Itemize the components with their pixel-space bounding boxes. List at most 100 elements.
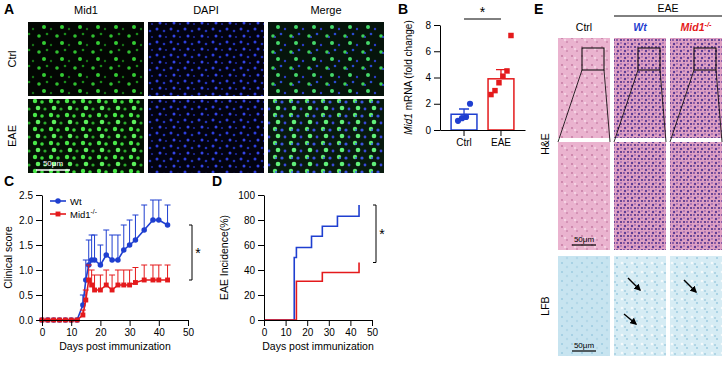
tick-label: 2 <box>425 98 431 109</box>
data-point <box>98 262 104 268</box>
data-point <box>121 247 127 253</box>
tick-mark <box>258 195 264 196</box>
tick-label: 10 <box>281 327 293 338</box>
tick-label: 40 <box>154 327 166 338</box>
tick: 0.5 <box>19 290 42 301</box>
error-bar <box>115 235 121 260</box>
tick-mark <box>258 320 264 321</box>
label-part: Mid1 <box>70 209 91 220</box>
legend: WtMid1-/- <box>50 196 97 220</box>
row-label: H&E <box>539 133 551 155</box>
arrow <box>628 278 640 290</box>
tick-mark <box>350 320 351 326</box>
axis: 02468 <box>425 20 440 136</box>
data-point <box>142 278 147 283</box>
tick: 6 <box>425 46 440 57</box>
tick: 1.5 <box>19 240 42 251</box>
panel-label: D <box>212 173 222 189</box>
tick: 40 <box>154 320 166 338</box>
axis-line <box>264 196 265 321</box>
superscript: -/- <box>91 208 97 215</box>
tick-label: EAE <box>491 137 511 148</box>
tick-mark <box>42 320 43 326</box>
significance: * <box>379 226 385 242</box>
micrograph <box>670 142 722 250</box>
tick-mark <box>100 320 101 326</box>
column-header: Mid1-/- <box>681 20 712 33</box>
micrograph <box>28 99 144 173</box>
tick-mark <box>500 130 501 136</box>
tick-mark <box>372 320 373 326</box>
tick-label: 30 <box>125 327 137 338</box>
tick: 2 <box>425 98 440 109</box>
tick-label: 40 <box>345 327 357 338</box>
tick-mark <box>258 220 264 221</box>
data-point <box>141 227 147 233</box>
micrograph <box>670 256 722 356</box>
error-bar <box>165 205 171 225</box>
group-label: EAE <box>657 2 678 14</box>
tick-label: 1.0 <box>19 265 33 276</box>
tick: 0 <box>40 320 46 338</box>
tick-label: 20 <box>302 327 314 338</box>
axis: 020406080100 <box>238 190 264 326</box>
data-point <box>121 283 126 288</box>
tick: 20 <box>302 320 314 338</box>
micrograph <box>670 38 722 138</box>
zoom-line <box>670 70 694 142</box>
tick-mark <box>36 270 42 271</box>
error-bar <box>141 205 147 230</box>
scale-bar <box>572 244 596 245</box>
tick: 20 <box>244 290 264 301</box>
tick: 10 <box>66 320 78 338</box>
tick: 30 <box>324 320 336 338</box>
scale-bar <box>36 169 70 171</box>
error-bar <box>103 230 109 255</box>
column-header: Merge <box>310 4 341 16</box>
tick-mark <box>258 295 264 296</box>
axis: Ctrl EAE <box>441 130 526 148</box>
data-point <box>467 101 473 107</box>
error-bar <box>459 109 469 114</box>
figure: AMid1DAPIMergeCtrlEAE50μmB02468CtrlEAEMi… <box>0 0 725 366</box>
zoom-box <box>638 48 660 70</box>
data-point <box>127 242 133 248</box>
tick-mark <box>434 104 440 105</box>
tick: EAE <box>491 130 511 148</box>
axis-title: Clinical score <box>2 226 14 289</box>
tick-mark <box>36 245 42 246</box>
axis-title: Days post immunization <box>262 340 374 352</box>
series-line <box>264 263 359 321</box>
column-header: DAPI <box>193 4 219 16</box>
data-point <box>150 217 156 223</box>
tick-label: 10 <box>66 327 78 338</box>
arrow <box>624 314 636 324</box>
tick: Ctrl <box>456 130 472 148</box>
data-point <box>165 278 170 283</box>
micrograph <box>268 22 384 96</box>
data-point <box>89 283 94 288</box>
tick-label: 2.5 <box>19 190 33 201</box>
data-point <box>115 257 121 263</box>
axis-line <box>42 196 43 321</box>
axis-line <box>441 130 526 131</box>
error-bar <box>127 220 133 245</box>
axis: 01020304050 <box>40 320 195 338</box>
data-point <box>109 257 115 263</box>
micrograph <box>614 38 666 138</box>
scale-label: 50μm <box>574 341 595 350</box>
zoom-line <box>660 70 666 142</box>
tick-label: 0.5 <box>19 290 33 301</box>
significance: * <box>195 245 201 261</box>
tick-label: 20 <box>95 327 107 338</box>
tick-label: 100 <box>238 190 255 201</box>
series-line <box>42 280 168 320</box>
data-point <box>104 283 109 288</box>
tick: 60 <box>244 240 264 251</box>
group-line <box>614 16 722 17</box>
data-point <box>86 278 91 283</box>
error-bar <box>97 245 103 265</box>
zoom-line <box>716 70 722 142</box>
arrow <box>684 280 696 292</box>
data-point <box>508 33 513 38</box>
